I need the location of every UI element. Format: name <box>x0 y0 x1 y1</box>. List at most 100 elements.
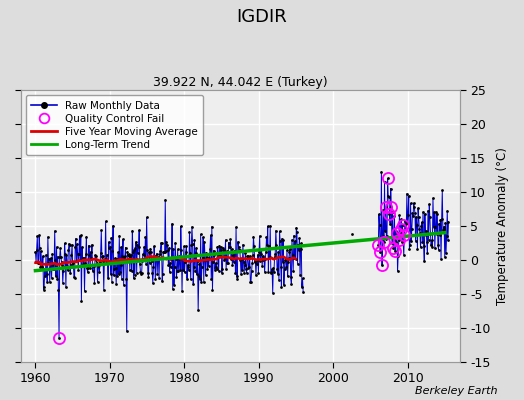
Point <box>202 249 211 256</box>
Point <box>119 236 127 243</box>
Point <box>85 252 94 258</box>
Point <box>176 267 184 273</box>
Point <box>408 226 416 232</box>
Point <box>243 253 252 259</box>
Point <box>402 190 411 197</box>
Point <box>136 260 144 267</box>
Point <box>242 265 250 272</box>
Point <box>256 258 265 265</box>
Point <box>233 276 242 282</box>
Point <box>376 248 385 255</box>
Point <box>386 220 394 227</box>
Point <box>204 256 212 262</box>
Point <box>190 237 199 243</box>
Point <box>298 284 306 290</box>
Point <box>164 262 172 268</box>
Point <box>152 250 161 257</box>
Point <box>166 269 174 275</box>
Point <box>241 262 249 268</box>
Point <box>381 228 389 234</box>
Point <box>384 175 392 182</box>
Text: IGDIR: IGDIR <box>237 8 287 26</box>
Point <box>121 252 129 259</box>
Point <box>437 256 445 262</box>
Point <box>385 211 394 218</box>
Point <box>62 284 70 290</box>
Point <box>385 194 393 200</box>
Point <box>102 260 111 266</box>
Point <box>193 271 201 278</box>
Point <box>277 283 286 290</box>
Point <box>382 236 390 242</box>
Point <box>432 231 441 238</box>
Point <box>237 256 246 262</box>
Point <box>255 248 263 255</box>
Point <box>299 288 308 295</box>
Point <box>434 246 443 253</box>
Legend: Raw Monthly Data, Quality Control Fail, Five Year Moving Average, Long-Term Tren: Raw Monthly Data, Quality Control Fail, … <box>26 95 203 155</box>
Point <box>205 255 214 261</box>
Point <box>263 242 271 248</box>
Point <box>156 248 165 254</box>
Point <box>291 238 299 244</box>
Point <box>250 243 258 250</box>
Point <box>380 239 388 246</box>
Point <box>110 272 118 278</box>
Point <box>133 242 141 248</box>
Point <box>418 219 426 226</box>
Point <box>118 253 127 260</box>
Point <box>286 246 294 252</box>
Point <box>411 238 420 244</box>
Point <box>264 223 272 229</box>
Point <box>123 248 132 255</box>
Point <box>289 268 298 275</box>
Point <box>49 266 57 272</box>
Point <box>179 254 187 260</box>
Point <box>238 267 246 274</box>
Point <box>56 245 64 252</box>
Point <box>276 238 285 244</box>
Point <box>84 264 92 271</box>
Point <box>387 185 395 192</box>
Point <box>222 266 231 272</box>
Point <box>120 254 128 260</box>
Point <box>236 247 244 253</box>
Point <box>70 275 79 282</box>
Point <box>112 281 121 287</box>
Point <box>47 274 56 281</box>
Point <box>140 244 148 250</box>
Point <box>428 237 436 244</box>
Point <box>438 216 446 222</box>
Point <box>248 260 256 266</box>
Point <box>126 267 134 274</box>
Point <box>296 272 304 278</box>
Point <box>221 255 229 261</box>
Point <box>436 216 444 223</box>
Point <box>374 242 383 249</box>
Point <box>75 251 83 257</box>
Point <box>268 290 277 296</box>
Point <box>45 260 53 266</box>
Point <box>200 238 209 245</box>
Point <box>101 256 109 262</box>
Point <box>82 234 91 240</box>
Point <box>254 270 263 276</box>
Point <box>217 247 225 253</box>
Point <box>294 242 302 248</box>
Point <box>124 252 132 258</box>
Point <box>213 243 222 250</box>
Point <box>199 234 208 240</box>
Point <box>264 268 272 275</box>
Point <box>283 247 291 253</box>
Point <box>287 280 296 287</box>
Point <box>204 263 213 269</box>
Point <box>247 268 256 274</box>
Point <box>86 265 94 271</box>
Point <box>139 252 148 259</box>
Point <box>423 250 432 256</box>
Point <box>414 205 422 211</box>
Point <box>398 239 406 246</box>
Point <box>103 257 112 264</box>
Point <box>157 240 166 246</box>
Point <box>53 276 61 282</box>
